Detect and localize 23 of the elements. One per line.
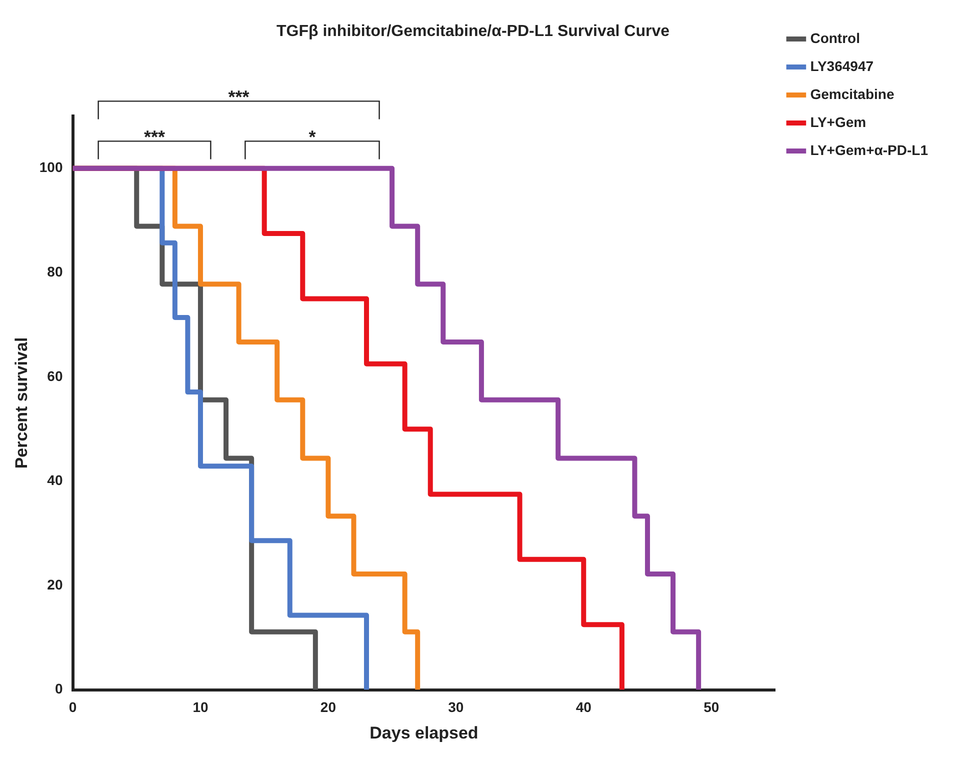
y-axis-title: Percent survival [12, 337, 31, 469]
legend-label: Control [810, 30, 860, 46]
legend-label: LY+Gem [810, 114, 866, 130]
x-axis-title: Days elapsed [370, 723, 478, 742]
y-tick-label: 100 [39, 159, 63, 176]
annotation: * [308, 127, 316, 148]
y-tick-label: 80 [47, 263, 63, 280]
legend-label: LY364947 [810, 58, 874, 74]
legend-label: LY+Gem+α-PD-L1 [810, 142, 928, 158]
y-tick-label: 20 [47, 576, 63, 592]
y-tick-label: 60 [47, 368, 63, 384]
annotation: *** [144, 127, 166, 148]
y-tick-label: 0 [54, 680, 63, 697]
x-tick-label: 50 [704, 699, 720, 716]
x-tick-label: 10 [192, 699, 208, 716]
text: *** [228, 87, 250, 108]
chart-title: TGFβ inhibitor/Gemcitabine/α-PD-L1 Survival Curve [276, 23, 670, 40]
x-tick-label: 30 [448, 699, 464, 716]
x-tick-label: 0 [68, 699, 77, 716]
x-tick-label: 20 [320, 699, 336, 716]
legend-label: Gemcitabine [810, 86, 894, 102]
x-tick-label: 40 [576, 699, 592, 716]
y-tick-label: 40 [47, 472, 63, 488]
